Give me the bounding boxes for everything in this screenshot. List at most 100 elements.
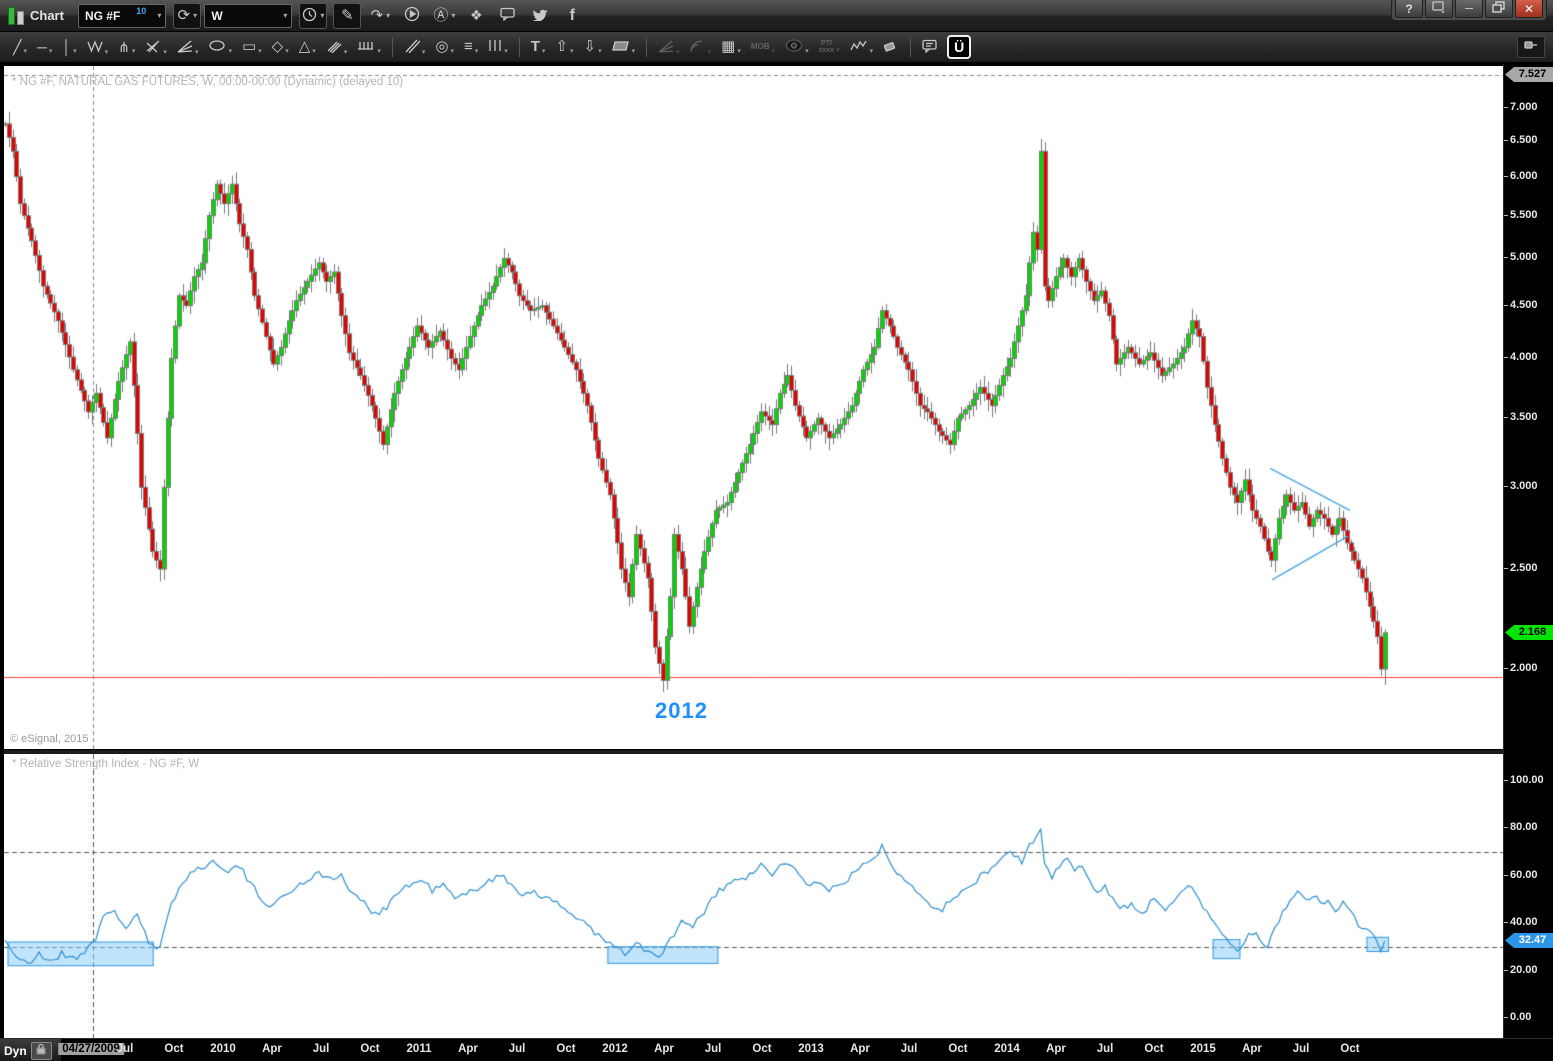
price-marker-tool[interactable]: ▾ (609, 37, 639, 57)
chevron-down-icon[interactable]: ▾ (193, 11, 198, 20)
price-chart-canvas[interactable] (4, 66, 1503, 749)
chevron-down-icon[interactable]: ▾ (163, 48, 167, 56)
text-tool-tool[interactable]: T ▾ (528, 37, 549, 57)
chevron-down-icon[interactable]: ▾ (258, 48, 262, 55)
interval-value[interactable]: W (211, 8, 223, 23)
rsi-panel-title: * Relative Strength Index - NG #F, W (12, 758, 200, 770)
eraser-tool[interactable] (880, 37, 902, 57)
gann-fan-tool[interactable]: ▾ (655, 37, 683, 58)
gann-grid-tool[interactable]: ▦ ▾ (718, 37, 744, 57)
twitter-button[interactable] (527, 4, 553, 28)
facebook-button[interactable]: f (559, 4, 585, 28)
mob-study-tool[interactable]: MOB ▾ (748, 37, 778, 57)
symbol-settings-button[interactable]: ⟳ ▾ (173, 2, 202, 29)
interval-clock-button[interactable]: ▾ (299, 2, 328, 29)
chevron-down-icon[interactable]: ▾ (377, 48, 381, 55)
chevron-down-icon[interactable]: ▾ (707, 48, 712, 56)
chevron-down-icon[interactable]: ▾ (157, 11, 162, 20)
chevron-down-icon[interactable]: ▾ (836, 47, 840, 54)
chevron-down-icon[interactable]: ▾ (131, 48, 136, 55)
rectangle-tool[interactable]: ▭ ▾ (239, 37, 265, 57)
pitchfork-tool[interactable]: ⋔ ▾ (115, 37, 138, 57)
chevron-down-icon[interactable]: ▾ (869, 48, 874, 55)
parallel-channel-tool[interactable]: ▾ (323, 37, 351, 58)
time-axis[interactable]: Dyn 04/27/2009 Jul Oct 2010 Apr Jul Oct 2011 Apr… (0, 1038, 1553, 1061)
arcs-tool[interactable]: ▾ (687, 37, 715, 58)
chevron-down-icon[interactable]: ▾ (320, 11, 325, 20)
chevron-down-icon[interactable]: ▾ (474, 48, 479, 55)
regression-channel-tool[interactable]: ▾ (401, 37, 429, 58)
chevron-down-icon[interactable]: ▾ (421, 48, 426, 56)
chevron-down-icon[interactable]: ▾ (676, 48, 680, 56)
restore-button[interactable] (1485, 0, 1513, 18)
date-label: Apr (262, 1043, 282, 1055)
auto-analysis-button[interactable]: Ⓐ ▾ (431, 4, 457, 28)
refresh-chart-button[interactable]: ↷ ▾ (367, 4, 393, 28)
window-options-button[interactable] (1425, 0, 1453, 18)
rectangle-icon: ▭ (241, 38, 257, 55)
horizontal-line-tool[interactable]: ─ ▾ (34, 37, 55, 57)
text-tool-icon: T (530, 38, 540, 55)
td-indicator-tool[interactable]: ▾ (782, 37, 812, 57)
trend-line-icon: ╱ (13, 39, 22, 55)
zigzag-tool[interactable]: ▾ (84, 37, 112, 58)
chevron-down-icon[interactable]: ▾ (386, 11, 391, 20)
rsi-chart-canvas[interactable] (4, 754, 1503, 1038)
chevron-down-icon[interactable]: ▾ (23, 48, 27, 55)
wave-tool-tool[interactable]: ▾ (847, 37, 877, 57)
lock-button[interactable] (30, 1041, 52, 1060)
chevron-down-icon[interactable]: ▾ (504, 48, 508, 55)
chevron-down-icon[interactable]: ▾ (570, 48, 574, 55)
connect-button[interactable]: ❖ (463, 4, 489, 28)
fib-circles-tool[interactable]: ◎ ▾ (432, 37, 457, 57)
interval-input[interactable]: W ▾ (204, 3, 293, 28)
fan-lines-tool[interactable]: ▾ (174, 37, 202, 58)
chevron-down-icon[interactable]: ▾ (283, 11, 288, 20)
chevron-down-icon[interactable]: ▾ (104, 48, 109, 56)
vertical-line-tool[interactable]: │ ▾ (59, 37, 79, 57)
callout-tool[interactable] (919, 37, 941, 58)
pencil-button[interactable]: ✎ (333, 2, 362, 29)
chevron-down-icon[interactable]: ▾ (228, 48, 232, 55)
arrow-down-tool[interactable]: ⇩ ▾ (581, 37, 605, 57)
cycle-lines-tool[interactable]: ▾ (354, 37, 384, 57)
chevron-down-icon[interactable]: ▾ (598, 48, 602, 55)
chevron-down-icon[interactable]: ▾ (48, 48, 53, 55)
play-button[interactable] (399, 4, 425, 28)
chevron-down-icon[interactable]: ▾ (73, 48, 77, 55)
trend-line-tool[interactable]: ╱ ▾ (10, 37, 30, 57)
chevron-down-icon[interactable]: ▾ (285, 48, 289, 55)
chevron-down-icon[interactable]: ▾ (541, 48, 546, 55)
comment-button[interactable] (495, 4, 521, 28)
cycle-lines-icon (357, 39, 375, 55)
chevron-down-icon[interactable]: ▾ (343, 48, 348, 56)
help-button[interactable]: ? (1395, 0, 1423, 18)
u-logo-button[interactable]: Ü (947, 35, 972, 59)
symbol-input[interactable]: NG #F 10 ▾ (77, 3, 167, 28)
chevron-down-icon[interactable]: ▾ (312, 48, 316, 55)
fib-retracement-tool[interactable]: ≡ ▾ (461, 37, 481, 57)
chevron-down-icon[interactable]: ▾ (805, 48, 809, 55)
pin-button[interactable] (1517, 36, 1545, 58)
close-icon: ✕ (1523, 1, 1535, 16)
fib-time-zones-tool[interactable]: ▾ (485, 37, 511, 57)
auto-analysis-icon: Ⓐ (433, 7, 449, 24)
ellipse-tool[interactable]: ▾ (205, 37, 235, 57)
price-axis[interactable]: 7.000 6.500 6.000 5.500 5.000 4.500 4.000 3.500… (1503, 64, 1553, 1061)
chevron-down-icon[interactable]: ▾ (194, 48, 199, 56)
chevron-down-icon[interactable]: ▾ (771, 48, 776, 55)
arrow-up-tool[interactable]: ⇧ ▾ (552, 37, 576, 57)
high-watermark-tag: 7.527 (1505, 67, 1553, 82)
symbol-value[interactable]: NG #F (84, 8, 121, 23)
diamond-tool[interactable]: ◇ ▾ (269, 37, 292, 57)
close-button[interactable]: ✕ (1515, 0, 1543, 18)
chevron-down-icon[interactable]: ▾ (450, 48, 454, 55)
triangle-tool[interactable]: △ ▾ (296, 37, 319, 57)
minimize-button[interactable]: ─ (1455, 0, 1483, 18)
retracement-tool[interactable]: ▾ (142, 37, 170, 58)
chevron-down-icon[interactable]: ▾ (451, 11, 456, 20)
chevron-down-icon[interactable]: ▾ (631, 48, 636, 55)
pti-study-tool[interactable]: PTI xxxx ▾ (816, 38, 843, 56)
annotation-2012[interactable]: 2012 (655, 698, 708, 723)
chevron-down-icon[interactable]: ▾ (737, 48, 741, 55)
